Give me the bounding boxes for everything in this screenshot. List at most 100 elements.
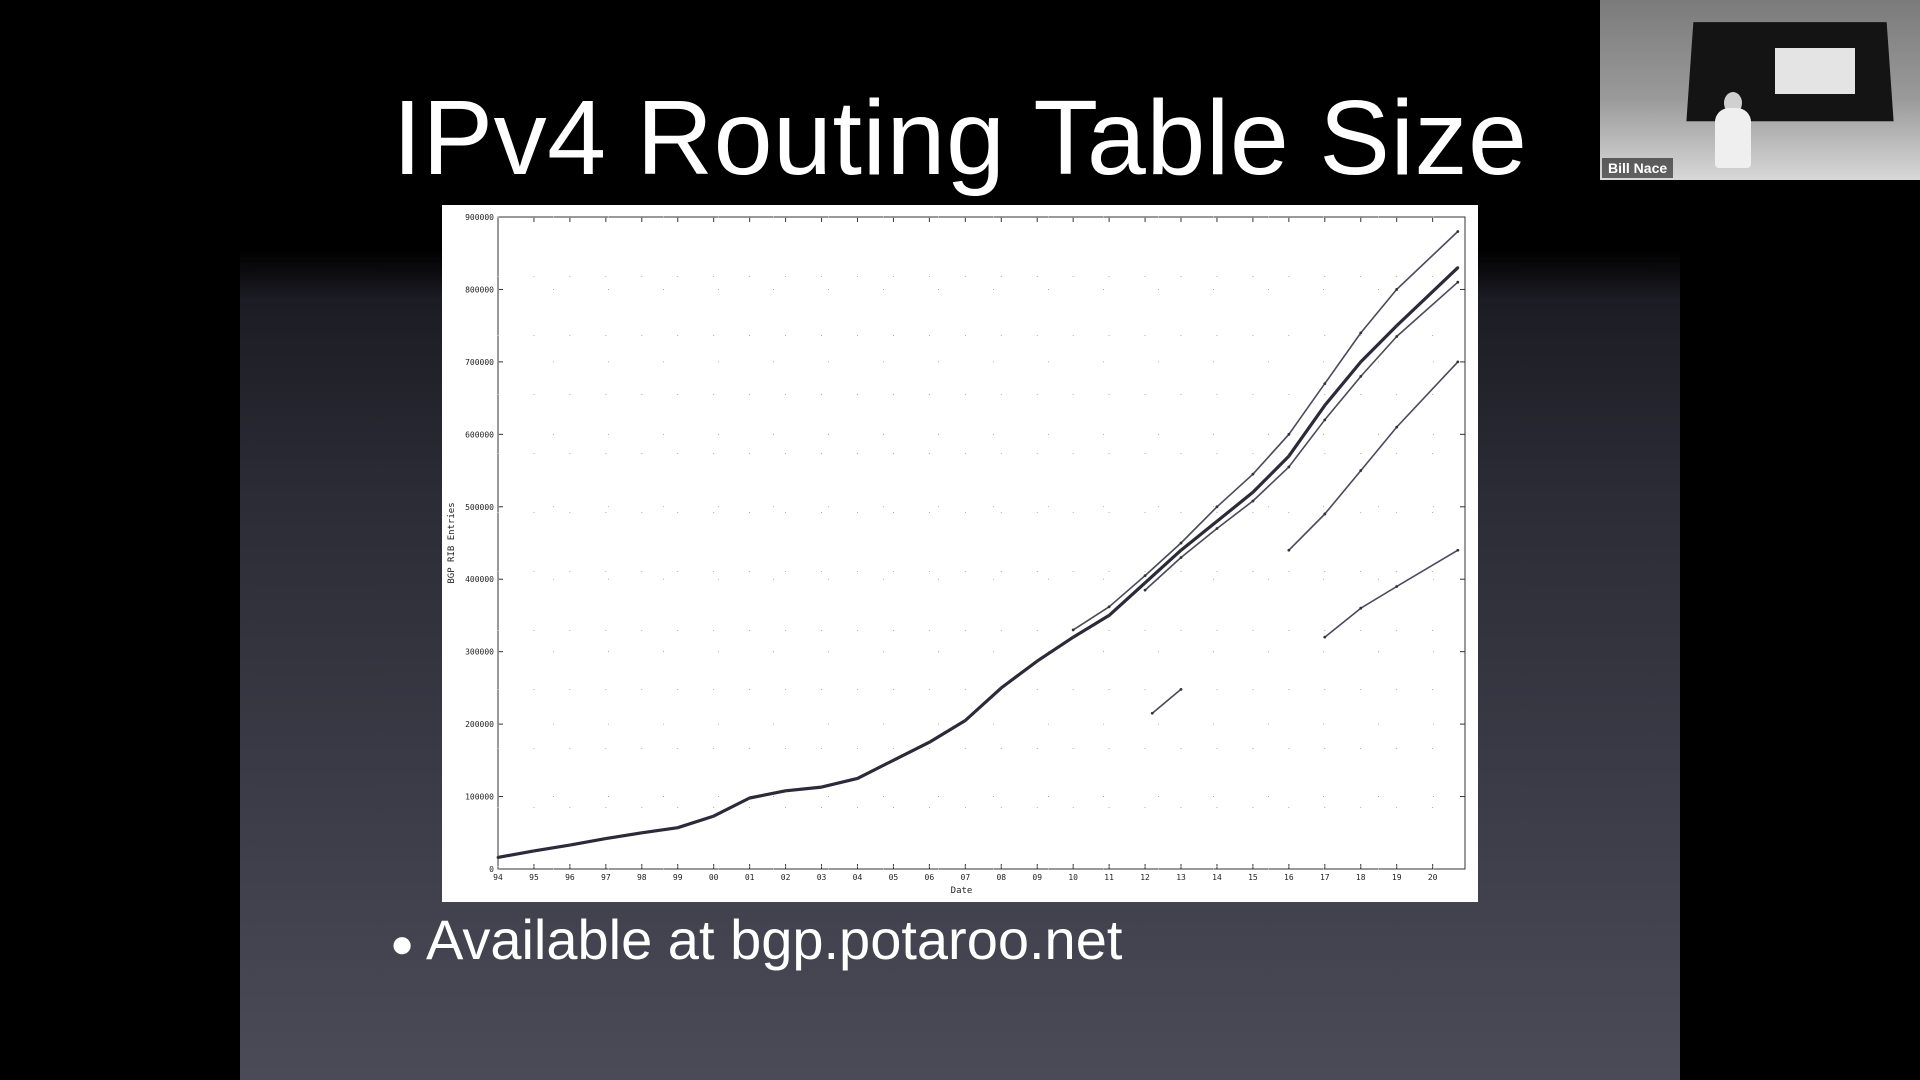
data-point <box>1215 519 1219 523</box>
data-point <box>963 719 967 722</box>
y-tick-label: 400000 <box>465 575 494 584</box>
x-tick-label: 05 <box>889 873 899 882</box>
data-point <box>1323 635 1327 639</box>
data-point <box>1215 505 1219 509</box>
data-point <box>1179 548 1183 552</box>
y-tick-label: 600000 <box>465 430 494 439</box>
x-tick-label: 07 <box>961 873 971 882</box>
data-point <box>676 826 680 830</box>
y-tick-label: 100000 <box>465 793 494 802</box>
data-point <box>1287 548 1291 552</box>
y-tick-label: 800000 <box>465 285 494 294</box>
x-tick-label: 11 <box>1104 873 1114 882</box>
y-tick-label: 700000 <box>465 358 494 367</box>
data-point <box>1107 614 1111 617</box>
x-tick-label: 06 <box>925 873 935 882</box>
data-point <box>568 843 572 847</box>
participant-video-tile[interactable]: Bill Nace <box>1600 0 1920 180</box>
data-point <box>604 837 608 840</box>
series-line <box>1324 549 1459 638</box>
data-point <box>640 831 644 835</box>
data-point <box>1287 454 1291 458</box>
data-point <box>712 814 716 818</box>
data-point <box>1395 324 1399 328</box>
data-point <box>1143 581 1147 585</box>
x-tick-label: 97 <box>601 873 611 882</box>
data-point <box>1287 465 1291 469</box>
x-tick-label: 14 <box>1212 873 1222 882</box>
data-point <box>1359 331 1363 335</box>
data-point <box>1071 635 1075 639</box>
data-point <box>1071 628 1075 632</box>
x-tick-label: 16 <box>1284 873 1294 882</box>
data-point <box>1179 541 1183 545</box>
chart-svg: 0 100000 200000 300000 400000 500000 600000 700… <box>447 213 1466 896</box>
video-projector-screen <box>1775 48 1855 94</box>
data-point <box>856 777 859 780</box>
y-tick-label: 500000 <box>465 503 494 512</box>
x-tick-label: 94 <box>493 873 503 882</box>
series-line <box>497 266 1459 859</box>
participant-name: Bill Nace <box>1602 158 1674 178</box>
data-point <box>1287 432 1291 436</box>
x-tick-label: 10 <box>1068 873 1078 882</box>
x-tick-label: 19 <box>1392 873 1402 882</box>
data-point <box>1179 556 1183 559</box>
y-tick-label: 200000 <box>465 720 494 729</box>
video-person <box>1715 108 1751 168</box>
x-tick-label: 01 <box>745 873 755 882</box>
x-tick-label: 04 <box>853 873 863 882</box>
data-point <box>1456 266 1460 270</box>
data-point <box>999 686 1003 690</box>
data-point <box>1359 606 1363 610</box>
x-tick-label: 96 <box>565 873 575 882</box>
y-axis-title: BGP RIB Entries <box>447 502 457 583</box>
data-point <box>1107 605 1111 609</box>
data-point <box>1395 585 1399 588</box>
x-tick-label: 98 <box>637 873 647 882</box>
data-point <box>1359 374 1363 378</box>
data-point <box>892 758 895 762</box>
data-point <box>1323 418 1327 422</box>
x-tick-label: 99 <box>673 873 683 882</box>
slide-title: IPv4 Routing Table Size <box>392 79 1528 197</box>
data-point <box>1359 360 1363 364</box>
data-point <box>1143 574 1147 577</box>
x-tick-label: 03 <box>817 873 827 882</box>
x-tick-label: 13 <box>1176 873 1186 882</box>
data-point <box>1251 490 1255 494</box>
y-tick-label: 0 <box>489 865 494 874</box>
data-point <box>1456 230 1460 233</box>
data-point <box>1150 711 1154 715</box>
data-point <box>1359 469 1363 472</box>
x-tick-label: 09 <box>1032 873 1042 882</box>
series-line <box>1151 688 1182 714</box>
data-point <box>496 856 500 859</box>
data-point <box>532 849 536 853</box>
x-axis-title: Date <box>951 886 973 896</box>
x-tick-label: 02 <box>781 873 791 882</box>
x-tick-label: 12 <box>1140 873 1150 882</box>
routing-table-chart: 0 100000 200000 300000 400000 500000 600000 700… <box>442 205 1478 902</box>
bullet-item: ● Available at bgp.potaroo.net <box>390 905 1122 975</box>
x-tick-label: 00 <box>709 873 719 882</box>
x-tick-label: 17 <box>1320 873 1330 882</box>
x-tick-label: 95 <box>529 873 539 882</box>
data-point <box>1456 548 1460 552</box>
data-point <box>1395 335 1399 338</box>
data-point <box>1251 472 1255 476</box>
x-tick-label: 20 <box>1428 873 1438 882</box>
data-point <box>820 785 823 789</box>
y-tick-label: 300000 <box>465 648 494 657</box>
data-point <box>1143 588 1147 592</box>
series-line <box>1072 230 1459 631</box>
data-point <box>1456 280 1460 284</box>
data-point <box>1456 360 1460 364</box>
data-point <box>1179 687 1183 691</box>
bullet-text: Available at bgp.potaroo.net <box>426 908 1123 971</box>
x-tick-label: 18 <box>1356 873 1366 882</box>
data-point <box>1395 425 1399 429</box>
bullet-dot-icon: ● <box>390 922 415 967</box>
series-line <box>1288 361 1459 551</box>
data-point <box>1251 499 1255 503</box>
